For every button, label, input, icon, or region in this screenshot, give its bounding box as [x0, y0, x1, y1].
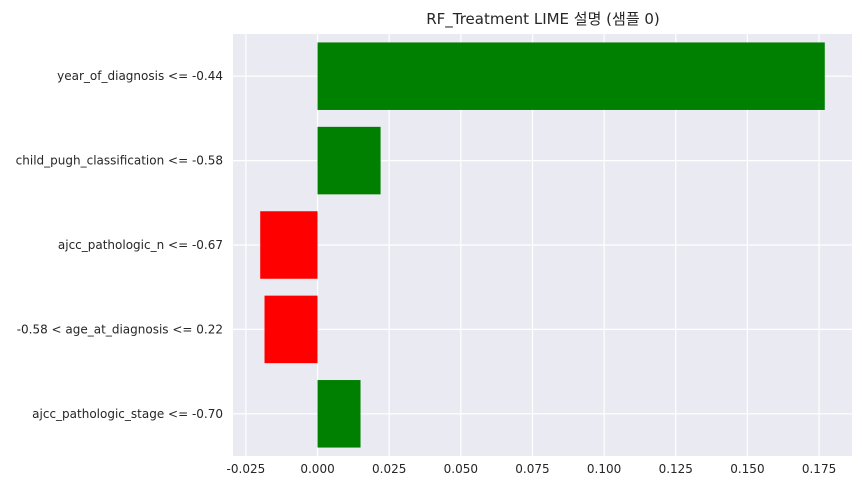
y-tick-label: child_pugh_classification <= -0.58	[16, 154, 223, 168]
bar-2	[260, 211, 318, 279]
x-tick-label: 0.050	[444, 462, 478, 476]
chart-title: RF_Treatment LIME 설명 (샘플 0)	[426, 10, 660, 29]
bar-0	[317, 42, 825, 110]
x-tick-label: 0.125	[659, 462, 693, 476]
x-tick-label: 0.150	[730, 462, 764, 476]
bar-4	[317, 380, 361, 448]
x-tick-label: -0.025	[227, 462, 266, 476]
y-tick-label: -0.58 < age_at_diagnosis <= 0.22	[17, 322, 223, 336]
x-tick-label: 0.025	[372, 462, 406, 476]
x-tick-label: 0.000	[300, 462, 334, 476]
bar-3	[264, 295, 318, 364]
x-tick-label: 0.100	[587, 462, 621, 476]
y-tick-label: year_of_diagnosis <= -0.44	[57, 69, 223, 83]
y-tick-label: ajcc_pathologic_n <= -0.67	[58, 238, 223, 252]
plot-area: year_of_diagnosis <= -0.44 child_pugh_cla…	[16, 34, 852, 476]
y-tick-label: ajcc_pathologic_stage <= -0.70	[32, 407, 223, 421]
x-tick-label: 0.075	[515, 462, 549, 476]
bar-1	[317, 126, 381, 195]
x-tick-label: 0.175	[802, 462, 836, 476]
